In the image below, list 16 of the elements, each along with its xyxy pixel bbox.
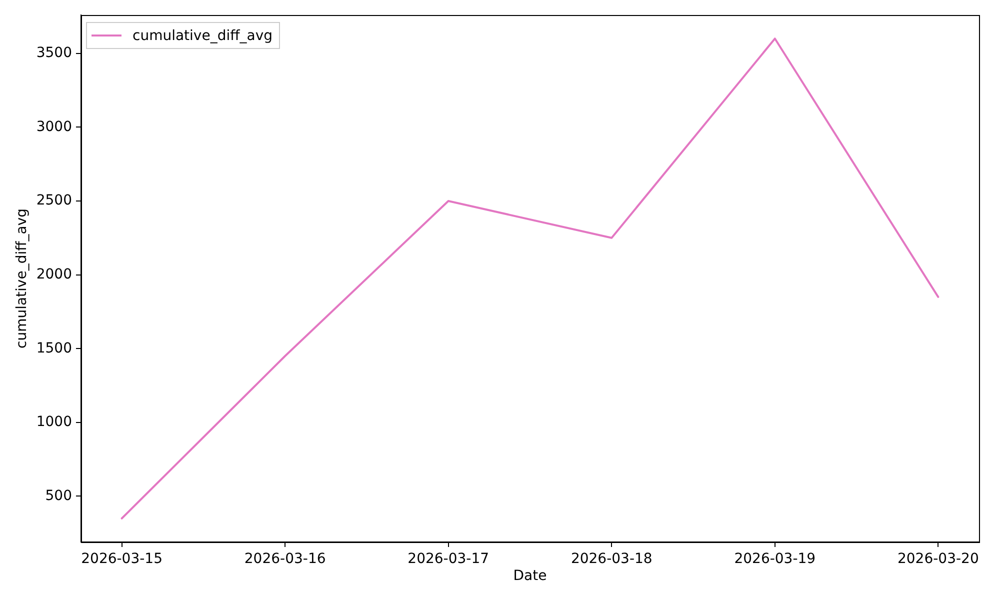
y-tick-label: 2500	[36, 192, 72, 209]
y-axis-title: cumulative_diff_avg	[14, 208, 30, 348]
x-tick-label: 2026-03-15	[81, 551, 163, 568]
y-tick-label: 3000	[36, 118, 72, 135]
y-tick-label: 500	[45, 488, 72, 504]
x-tick-label: 2026-03-20	[897, 551, 979, 568]
x-tick-label: 2026-03-19	[734, 551, 816, 568]
x-tick-label: 2026-03-17	[408, 551, 490, 568]
y-tick-label: 2000	[36, 266, 72, 282]
y-tick-label: 1000	[36, 414, 72, 430]
legend-label: cumulative_diff_avg	[132, 28, 272, 44]
x-tick-label: 2026-03-18	[570, 551, 652, 568]
x-axis-title: Date	[513, 568, 547, 584]
x-tick-label: 2026-03-16	[244, 551, 326, 568]
y-tick-label: 3500	[36, 45, 72, 62]
y-tick-label: 1500	[36, 340, 72, 356]
